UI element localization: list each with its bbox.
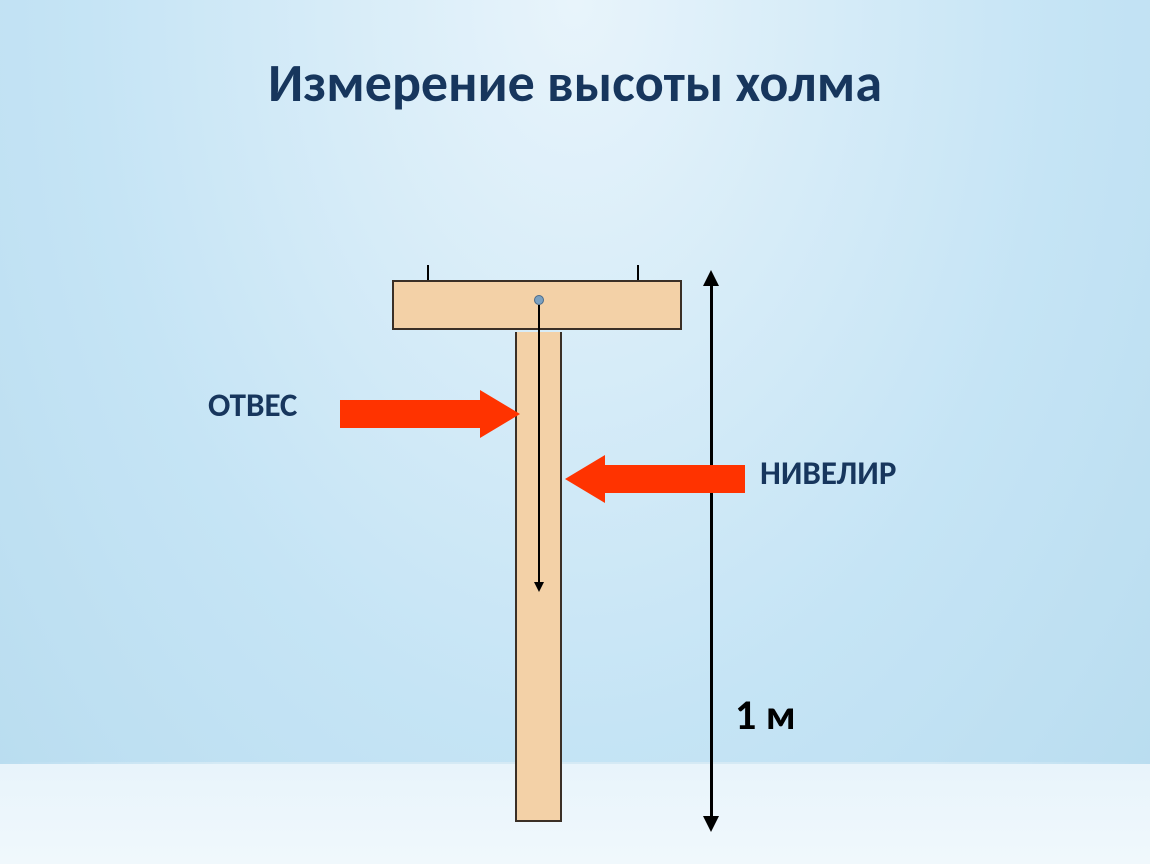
sight-mark-right [637, 265, 639, 280]
sight-mark-left [427, 265, 429, 280]
arrow-head-icon [565, 455, 605, 503]
label-level: НИВЕЛИР [760, 453, 896, 493]
red-arrow-nivelir [565, 455, 745, 503]
red-arrow-otves [340, 390, 520, 438]
level-horizontal-bar [392, 280, 682, 330]
measure-line [710, 282, 713, 820]
plumb-line [538, 305, 540, 585]
arrow-shaft [340, 400, 480, 428]
arrow-shaft [605, 465, 745, 493]
label-measurement: 1 м [735, 690, 796, 741]
label-plumb: ОТВЕС [208, 385, 297, 425]
plumb-arrow-icon [534, 582, 544, 592]
arrow-head-icon [480, 390, 520, 438]
diagram-container: ОТВЕС НИВЕЛИР 1 м [0, 260, 1150, 810]
slide-title: Измерение высоты холма [0, 50, 1150, 116]
plumb-anchor-icon [534, 295, 544, 305]
measure-arrow-bottom-icon [703, 816, 719, 832]
